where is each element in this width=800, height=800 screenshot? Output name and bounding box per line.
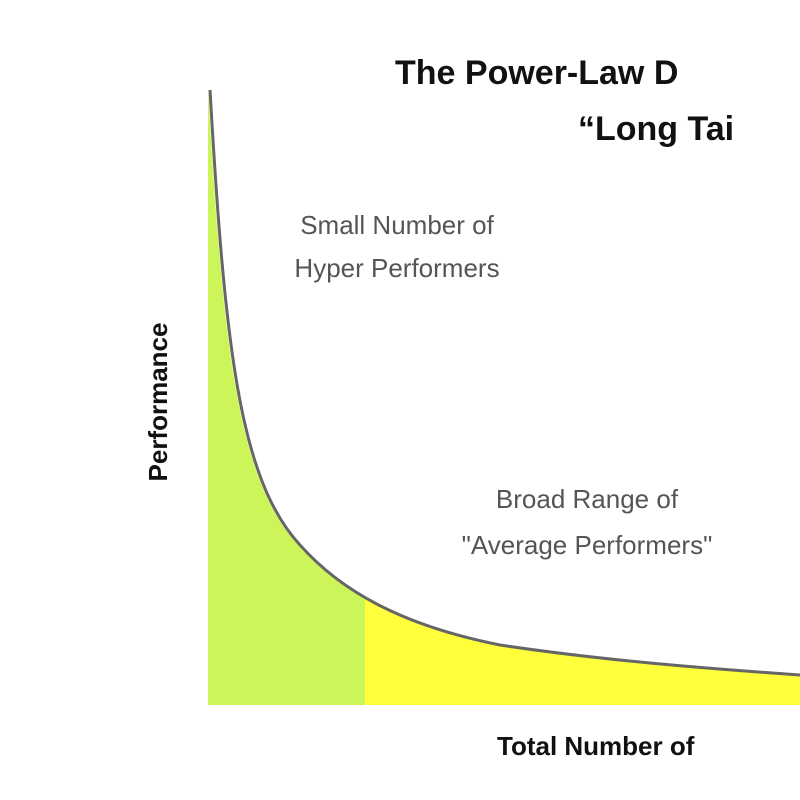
y-axis-label: Performance — [143, 323, 173, 482]
x-axis-label: Total Number of — [497, 731, 695, 761]
title-line-2: “Long Tai — [578, 110, 734, 148]
power-law-curve — [208, 89, 800, 677]
hyper-region — [208, 90, 365, 705]
title-line-1: The Power-Law D — [395, 54, 678, 92]
average-note: Broad Range of — [496, 484, 679, 514]
average-note: "Average Performers" — [462, 530, 713, 560]
curve-area — [208, 90, 800, 705]
hyper-note: Hyper Performers — [294, 253, 499, 283]
hyper-note: Small Number of — [300, 210, 494, 240]
